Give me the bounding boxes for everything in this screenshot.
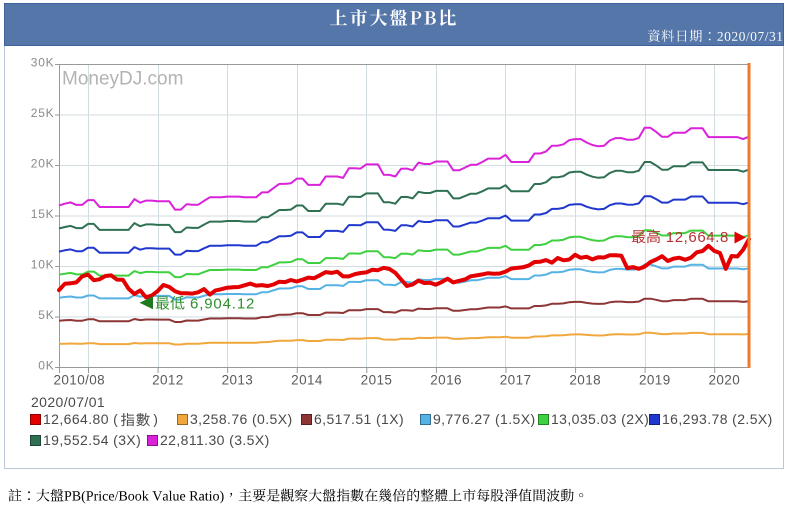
svg-text:25K: 25K — [31, 106, 55, 120]
svg-text:MoneyDJ.com: MoneyDJ.com — [62, 69, 183, 90]
svg-text:12,664.8: 12,664.8 — [661, 229, 729, 246]
svg-text:2018: 2018 — [569, 373, 601, 388]
svg-text:6,904.12: 6,904.12 — [185, 296, 255, 313]
svg-text:10K: 10K — [31, 258, 55, 272]
svg-text:2010/08: 2010/08 — [53, 373, 105, 388]
svg-text:2015: 2015 — [361, 373, 393, 388]
svg-text:5K: 5K — [38, 308, 54, 322]
svg-text:2012: 2012 — [152, 373, 184, 388]
svg-text:2020: 2020 — [708, 373, 740, 388]
svg-text:2014: 2014 — [291, 373, 323, 388]
svg-text:20K: 20K — [31, 157, 55, 171]
svg-text:15K: 15K — [31, 207, 55, 221]
svg-text:2019: 2019 — [639, 373, 671, 388]
svg-text:30K: 30K — [31, 56, 55, 70]
svg-text:0K: 0K — [38, 359, 54, 373]
svg-text:2013: 2013 — [222, 373, 254, 388]
svg-text:2017: 2017 — [500, 373, 532, 388]
svg-text:2016: 2016 — [430, 373, 462, 388]
